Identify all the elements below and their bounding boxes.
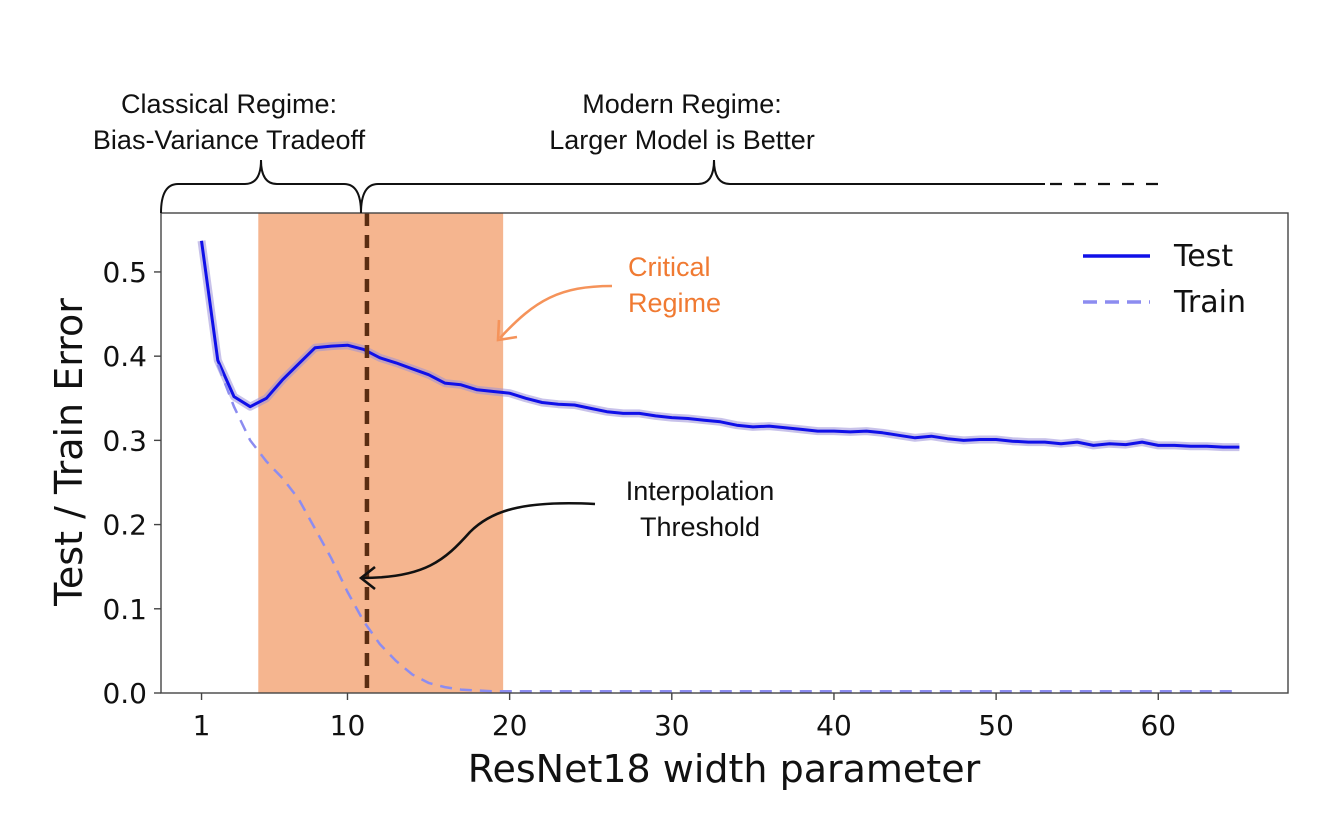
y-axis: 0.0 0.1 0.2 0.3 0.4 0.5 (102, 256, 161, 710)
legend-test-label: Test (1173, 239, 1233, 274)
x-tick-label: 40 (816, 709, 852, 742)
test-error-line (200, 240, 1240, 449)
classical-regime-label-line1: Classical Regime: (121, 89, 337, 119)
x-tick-label: 50 (978, 709, 1014, 742)
x-tick-label: 1 (193, 709, 211, 742)
y-tick-label: 0.2 (102, 509, 147, 542)
y-tick-label: 0.0 (102, 677, 147, 710)
critical-regime-arrowhead (496, 319, 518, 342)
plot-frame (160, 212, 1289, 694)
y-tick-label: 0.5 (102, 256, 147, 289)
legend-train-label: Train (1173, 285, 1246, 320)
train-error-line (216, 364, 1240, 693)
critical-regime-arrow (499, 284, 613, 339)
critical-regime-label-line1: Critical (628, 252, 711, 282)
classical-regime-brace (160, 159, 362, 214)
x-tick-label: 30 (654, 709, 690, 742)
modern-regime-label-line1: Modern Regime: (582, 89, 782, 119)
modern-regime-label-line2: Larger Model is Better (549, 125, 815, 155)
x-tick-label: 10 (330, 709, 366, 742)
critical-regime-region (258, 213, 504, 693)
y-tick-label: 0.4 (102, 340, 147, 373)
classical-regime-label-line2: Bias-Variance Tradeoff (93, 125, 366, 155)
legend: Test Train (1083, 239, 1246, 320)
interpolation-threshold-arrowhead (358, 565, 376, 591)
critical-regime-label-line2: Regime (628, 288, 721, 318)
interpolation-threshold-arrow (361, 501, 596, 580)
y-tick-label: 0.3 (102, 424, 147, 457)
y-tick-label: 0.1 (102, 593, 147, 626)
x-axis-title: ResNet18 width parameter (468, 747, 981, 791)
interpolation-threshold-label-line1: Interpolation (626, 476, 775, 506)
x-axis: 1 10 20 30 40 50 60 (193, 693, 1176, 742)
modern-regime-brace (360, 159, 1045, 214)
x-tick-label: 60 (1140, 709, 1176, 742)
x-tick-label: 20 (492, 709, 528, 742)
interpolation-threshold-label-line2: Threshold (640, 512, 760, 542)
y-axis-title: Test / Train Error (47, 298, 91, 607)
